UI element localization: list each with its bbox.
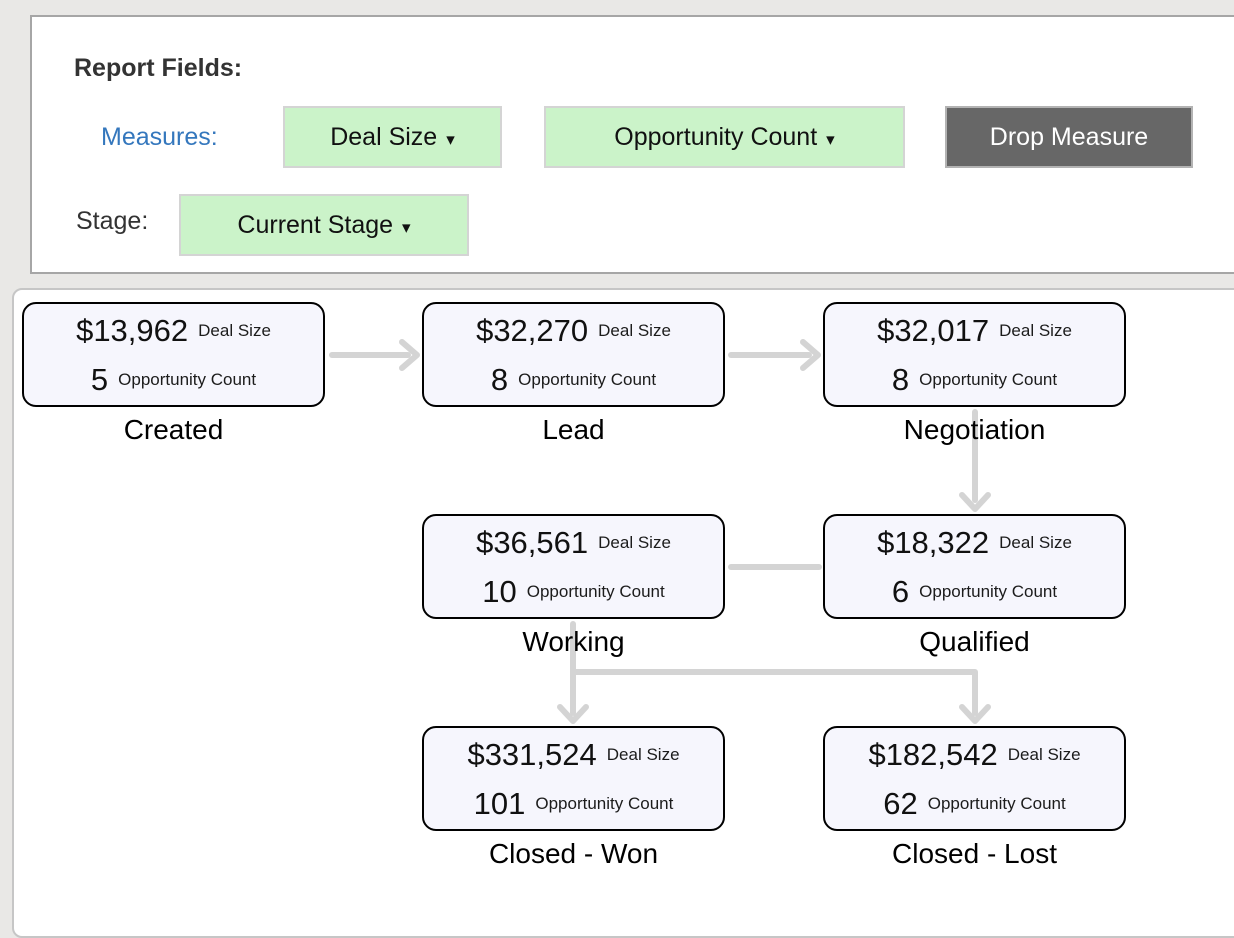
deal-size-label: Deal Size bbox=[1007, 745, 1081, 764]
opportunity-count-value: 8 bbox=[891, 362, 910, 397]
opportunity-count-value: 8 bbox=[490, 362, 509, 397]
opportunity-count-metric: 101 Opportunity Count bbox=[474, 786, 674, 822]
drop-measure-button[interactable]: Drop Measure bbox=[945, 106, 1193, 168]
report-fields-panel: Report Fields: Measures: Deal Size ▾ Opp… bbox=[30, 15, 1234, 274]
deal-size-metric: $331,524 Deal Size bbox=[467, 737, 679, 773]
stage-box-closed-lost: $182,542 Deal Size 62 Opportunity Count bbox=[823, 726, 1126, 831]
deal-size-value: $32,017 bbox=[877, 313, 990, 348]
opportunity-count-metric: 8 Opportunity Count bbox=[892, 362, 1057, 398]
opportunity-count-metric: 8 Opportunity Count bbox=[491, 362, 656, 398]
caret-down-icon: ▾ bbox=[402, 217, 411, 237]
deal-size-metric: $13,962 Deal Size bbox=[76, 313, 271, 349]
measure-button-opportunity-count-label: Opportunity Count bbox=[614, 122, 818, 151]
deal-size-label: Deal Size bbox=[999, 533, 1072, 552]
deal-size-metric: $36,561 Deal Size bbox=[476, 525, 671, 561]
deal-size-label: Deal Size bbox=[598, 533, 671, 552]
deal-size-value: $36,561 bbox=[476, 525, 589, 560]
opportunity-count-label: Opportunity Count bbox=[919, 370, 1058, 389]
stage-box-qualified: $18,322 Deal Size 6 Opportunity Count bbox=[823, 514, 1126, 619]
opportunity-count-label: Opportunity Count bbox=[118, 370, 257, 389]
drop-measure-button-label: Drop Measure bbox=[989, 122, 1149, 151]
stage-name-created: Created bbox=[123, 414, 224, 445]
opportunity-count-label: Opportunity Count bbox=[927, 794, 1066, 813]
opportunity-count-label: Opportunity Count bbox=[535, 794, 674, 813]
stage-button-current-stage[interactable]: Current Stage ▾ bbox=[179, 194, 469, 256]
stage-box-closed-won: $331,524 Deal Size 101 Opportunity Count bbox=[422, 726, 725, 831]
deal-size-metric: $32,270 Deal Size bbox=[476, 313, 671, 349]
opportunity-count-value: 62 bbox=[883, 786, 918, 821]
caret-down-icon: ▾ bbox=[446, 129, 455, 149]
opportunity-count-label: Opportunity Count bbox=[919, 582, 1058, 601]
measure-button-deal-size-label: Deal Size bbox=[330, 122, 438, 151]
deal-size-label: Deal Size bbox=[999, 321, 1072, 340]
opportunity-count-value: 101 bbox=[473, 786, 526, 821]
stage-name-qualified: Qualified bbox=[919, 626, 1030, 657]
deal-size-metric: $32,017 Deal Size bbox=[877, 313, 1072, 349]
opportunity-count-label: Opportunity Count bbox=[518, 370, 657, 389]
opportunity-count-label: Opportunity Count bbox=[526, 582, 665, 601]
measures-label: Measures: bbox=[101, 123, 218, 151]
measure-button-opportunity-count[interactable]: Opportunity Count ▾ bbox=[544, 106, 905, 168]
measure-button-deal-size[interactable]: Deal Size ▾ bbox=[283, 106, 502, 168]
opportunity-count-metric: 10 Opportunity Count bbox=[482, 574, 664, 610]
stage-box-negotiation: $32,017 Deal Size 8 Opportunity Count bbox=[823, 302, 1126, 407]
report-fields-title: Report Fields: bbox=[74, 54, 243, 82]
opportunity-count-value: 5 bbox=[90, 362, 109, 397]
stage-button-label: Current Stage bbox=[237, 210, 394, 239]
stage-name-lead: Lead bbox=[542, 414, 605, 445]
stage-name-working: Working bbox=[522, 626, 625, 657]
deal-size-value: $13,962 bbox=[76, 313, 189, 348]
caret-down-icon: ▾ bbox=[826, 129, 835, 149]
stage-label: Stage: bbox=[76, 207, 149, 235]
deal-size-metric: $182,542 Deal Size bbox=[868, 737, 1080, 773]
deal-size-value: $182,542 bbox=[868, 737, 998, 772]
stage-box-lead: $32,270 Deal Size 8 Opportunity Count bbox=[422, 302, 725, 407]
opportunity-count-metric: 5 Opportunity Count bbox=[91, 362, 256, 398]
stage-name-closed-lost: Closed - Lost bbox=[892, 838, 1057, 869]
stage-box-working: $36,561 Deal Size 10 Opportunity Count bbox=[422, 514, 725, 619]
deal-size-value: $18,322 bbox=[877, 525, 990, 560]
opportunity-count-metric: 62 Opportunity Count bbox=[883, 786, 1065, 822]
stage-name-closed-won: Closed - Won bbox=[488, 838, 659, 869]
deal-size-value: $331,524 bbox=[467, 737, 597, 772]
deal-size-label: Deal Size bbox=[606, 745, 680, 764]
deal-size-value: $32,270 bbox=[476, 313, 589, 348]
deal-size-metric: $18,322 Deal Size bbox=[877, 525, 1072, 561]
opportunity-count-value: 10 bbox=[482, 574, 517, 609]
opportunity-count-value: 6 bbox=[891, 574, 910, 609]
deal-size-label: Deal Size bbox=[598, 321, 671, 340]
stage-name-negotiation: Negotiation bbox=[903, 414, 1046, 445]
opportunity-count-metric: 6 Opportunity Count bbox=[892, 574, 1057, 610]
stage-box-created: $13,962 Deal Size 5 Opportunity Count bbox=[22, 302, 325, 407]
deal-size-label: Deal Size bbox=[198, 321, 271, 340]
